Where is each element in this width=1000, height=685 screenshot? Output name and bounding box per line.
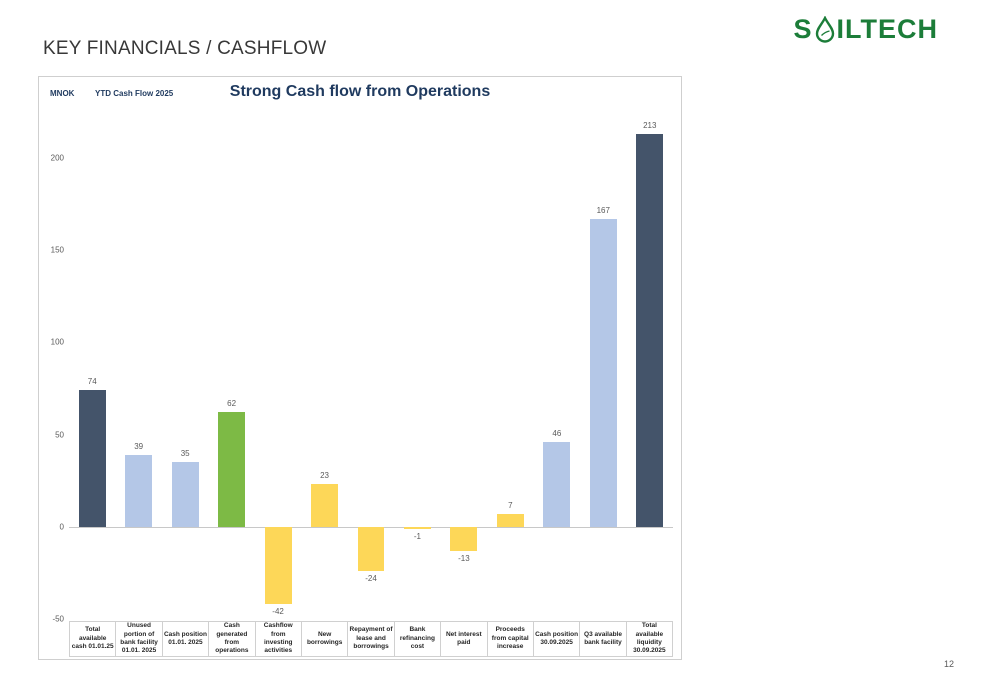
soiltech-logo: S ILTECH <box>793 16 938 43</box>
x-category-label: Cash position 30.09.2025 <box>532 621 581 657</box>
x-category-label: Unused portion of bank facility 01.01. 2… <box>115 621 163 657</box>
bar-cell: 39 <box>115 121 161 619</box>
x-category-label: Total available cash 01.01.25 <box>69 621 117 657</box>
plot-area: -50 0 50 100 150 200 74 39 35 62 -42 23 -24 -1 -13 7 46 1… <box>51 121 673 624</box>
x-category-label: New borrowings <box>300 621 349 657</box>
bar <box>125 454 153 527</box>
bar-cell: 23 <box>301 121 347 619</box>
bar <box>403 526 431 529</box>
bar-cell: 62 <box>208 121 254 619</box>
x-category-label: Proceeds from capital increase <box>486 621 534 657</box>
bar-value-label: 39 <box>134 441 144 451</box>
bar <box>171 462 199 527</box>
bar-value-label: 213 <box>643 120 657 130</box>
bar <box>311 484 338 527</box>
bar <box>357 526 385 572</box>
bar <box>589 218 617 527</box>
x-category-label: Cash generated from operations <box>208 621 256 657</box>
y-tick-label: -50 <box>52 614 64 624</box>
bar-cell: 74 <box>69 121 115 619</box>
bar-cell: 46 <box>534 121 580 619</box>
bar-cell: -1 <box>394 121 440 619</box>
bar <box>264 526 292 605</box>
bar-value-label: 46 <box>552 428 562 438</box>
x-category-label: Total available liquidity 30.09.2025 <box>625 621 674 657</box>
bar-cell: 213 <box>627 121 673 619</box>
x-axis-labels: Total available cash 01.01.25 Unused port… <box>69 621 674 657</box>
y-tick-label: 100 <box>50 337 64 347</box>
bar-cell: -24 <box>348 121 394 619</box>
chart-title: Strong Cash flow from Operations <box>229 83 491 100</box>
bar-value-label: 35 <box>180 449 190 459</box>
x-category-label: Net interest paid <box>440 621 488 657</box>
bar-cell: -13 <box>441 121 487 619</box>
bar-cell: 167 <box>580 121 626 619</box>
x-category-label: Cashflow from investing activities <box>254 621 302 657</box>
bar-cell: 7 <box>487 121 533 619</box>
x-category-label: Bank refinancing cost <box>393 621 442 657</box>
y-tick-label: 150 <box>50 245 64 255</box>
bar-value-label: -13 <box>458 553 470 563</box>
x-category-label: Repayment of lease and borrowings <box>347 621 395 657</box>
bar-value-label: 74 <box>87 377 97 387</box>
logo-drop-icon <box>813 16 837 43</box>
bar-value-label: -42 <box>272 607 284 617</box>
y-tick-label: 0 <box>59 522 64 532</box>
logo-text-start: S <box>793 14 813 44</box>
y-tick-label: 50 <box>55 430 64 440</box>
x-category-label: Q3 available bank facility <box>579 621 627 657</box>
logo-text-end: ILTECH <box>836 14 938 44</box>
bar-value-label: 167 <box>596 205 610 215</box>
page-number: 12 <box>943 659 954 669</box>
bar <box>543 441 571 527</box>
bar-cell: -42 <box>255 121 301 619</box>
bar-value-label: 62 <box>227 399 237 409</box>
bar-value-label: -24 <box>365 574 377 584</box>
period-label: YTD Cash Flow 2025 <box>95 89 174 98</box>
slide-title: KEY FINANCIALS / CASHFLOW <box>43 38 327 59</box>
bar <box>636 133 664 527</box>
bar <box>78 390 106 527</box>
y-tick-label: 200 <box>50 153 64 163</box>
unit-label: MNOK <box>50 89 75 98</box>
cashflow-chart: MNOK YTD Cash Flow 2025 Strong Cash flow… <box>38 76 682 660</box>
x-category-label: Cash position 01.01. 2025 <box>161 621 210 657</box>
bar-value-label: 23 <box>320 471 329 481</box>
bar-cell: 35 <box>162 121 208 619</box>
bar <box>496 513 524 527</box>
bar-value-label: 7 <box>508 500 513 510</box>
bar-value-label: -1 <box>413 531 421 541</box>
bar <box>218 412 246 527</box>
bar <box>450 526 478 551</box>
